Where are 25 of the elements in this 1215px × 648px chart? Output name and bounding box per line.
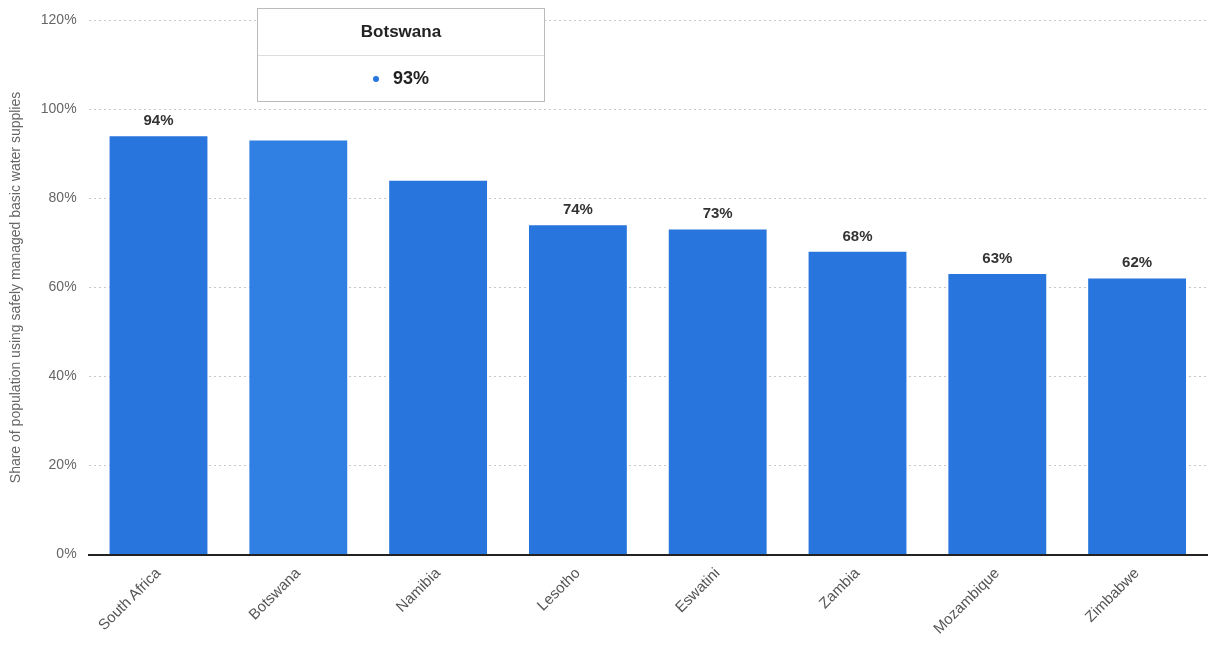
data-label: 94% — [143, 110, 174, 128]
data-label: 68% — [842, 226, 873, 244]
bar — [808, 251, 907, 555]
annotation: Botswana — [258, 9, 544, 56]
data-label: 74% — [562, 199, 593, 217]
y-tick-label: 0% — [56, 545, 77, 562]
bar — [948, 274, 1047, 555]
bar — [528, 225, 627, 555]
y-tick-label: 80% — [48, 189, 77, 206]
y-tick-label: 40% — [48, 367, 77, 384]
bar — [109, 136, 208, 555]
data-label: 63% — [982, 248, 1013, 266]
data-label: 62% — [1122, 253, 1153, 271]
y-tick-label: 120% — [40, 11, 77, 28]
annotation: 93% — [392, 68, 430, 88]
bar — [668, 229, 767, 555]
bar — [249, 140, 348, 555]
bar — [389, 180, 488, 555]
tooltip-box: Botswana 93% — [257, 8, 545, 102]
y-tick-label: 20% — [48, 456, 77, 473]
data-label: 73% — [702, 204, 733, 222]
y-tick-label: 100% — [40, 100, 77, 117]
y-tick-label: 60% — [48, 278, 77, 295]
y-axis-title: Share of population using safely managed basic water supplies — [7, 91, 24, 484]
bar — [1088, 278, 1187, 555]
